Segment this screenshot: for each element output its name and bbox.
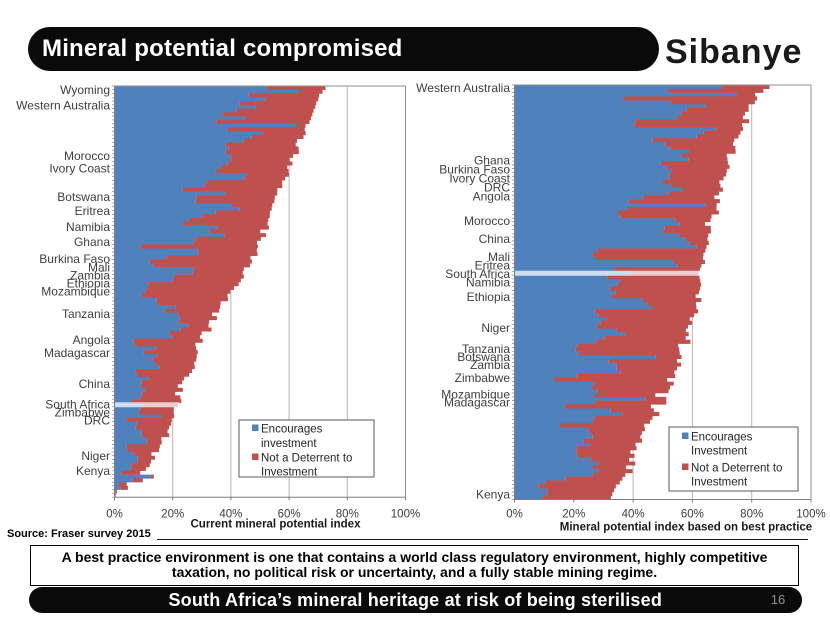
svg-text:Ivory Coast: Ivory Coast [449,172,510,186]
svg-text:Zambia: Zambia [70,269,110,283]
svg-text:Zimbabwe: Zimbabwe [455,371,511,385]
svg-text:Encourages: Encourages [691,432,753,444]
svg-text:100%: 100% [391,508,420,520]
svg-text:Ghana: Ghana [474,154,510,168]
svg-text:0%: 0% [506,509,523,521]
svg-text:Investment: Investment [691,477,748,489]
svg-text:80%: 80% [336,508,359,520]
svg-text:Current mineral potential inde: Current mineral potential index [191,518,362,530]
svg-text:0%: 0% [106,508,123,520]
svg-text:Namibia: Namibia [466,276,510,290]
svg-text:Wyoming: Wyoming [60,83,110,97]
svg-text:Ethiopia: Ethiopia [67,277,111,291]
svg-text:Tanzania: Tanzania [62,307,110,321]
svg-text:China: China [479,232,511,246]
svg-text:40%: 40% [622,509,645,521]
svg-text:Morocco: Morocco [64,149,110,163]
svg-text:Mali: Mali [88,261,110,275]
svg-text:Niger: Niger [481,321,510,335]
svg-text:Mali: Mali [488,250,510,264]
svg-text:investment: investment [261,438,317,450]
svg-text:60%: 60% [278,508,301,520]
svg-text:Kenya: Kenya [476,488,510,502]
svg-text:Encourages: Encourages [261,424,323,436]
svg-text:DRC: DRC [84,414,110,428]
svg-text:60%: 60% [681,509,704,521]
svg-text:Ivory Coast: Ivory Coast [49,162,110,176]
svg-text:Angola: Angola [473,190,511,204]
svg-text:Eritrea: Eritrea [475,259,511,273]
svg-text:Western Australia: Western Australia [16,99,110,113]
svg-text:Eritrea: Eritrea [75,204,111,218]
svg-text:Western Australia: Western Australia [416,81,510,95]
svg-text:Botswana: Botswana [457,350,510,364]
svg-text:Kenya: Kenya [76,464,110,478]
svg-text:Mozambique: Mozambique [41,285,110,299]
svg-text:40%: 40% [219,508,242,520]
svg-text:China: China [79,377,111,391]
svg-text:20%: 20% [562,509,585,521]
svg-text:Tanzania: Tanzania [462,342,510,356]
svg-text:Zambia: Zambia [470,358,510,372]
svg-text:Madagascar: Madagascar [44,346,110,360]
svg-text:100%: 100% [796,509,825,521]
svg-text:Ghana: Ghana [74,235,110,249]
svg-text:Not a Deterrent to: Not a Deterrent to [261,453,352,465]
svg-text:DRC: DRC [484,181,510,195]
svg-text:Zimbabwe: Zimbabwe [55,406,111,420]
svg-text:South Africa: South Africa [445,267,510,281]
svg-text:Ethiopia: Ethiopia [467,290,511,304]
svg-text:Mozambique: Mozambique [441,388,510,402]
svg-text:Investment: Investment [261,467,318,479]
svg-text:80%: 80% [740,509,763,521]
svg-text:Botswana: Botswana [57,190,110,204]
svg-text:Mineral potential index based: Mineral potential index based on best pr… [560,521,812,533]
svg-text:Madagascar: Madagascar [444,396,510,410]
svg-text:Namibia: Namibia [66,220,110,234]
svg-text:Not a Deterrent to: Not a Deterrent to [691,463,782,475]
svg-text:Niger: Niger [81,449,110,463]
svg-text:Angola: Angola [73,333,111,347]
svg-text:Burkina Faso: Burkina Faso [439,163,510,177]
svg-text:20%: 20% [161,508,184,520]
svg-text:Burkina Faso: Burkina Faso [39,252,110,266]
svg-text:Investment: Investment [691,446,748,458]
svg-text:Morocco: Morocco [464,214,510,228]
svg-text:South Africa: South Africa [45,398,110,412]
